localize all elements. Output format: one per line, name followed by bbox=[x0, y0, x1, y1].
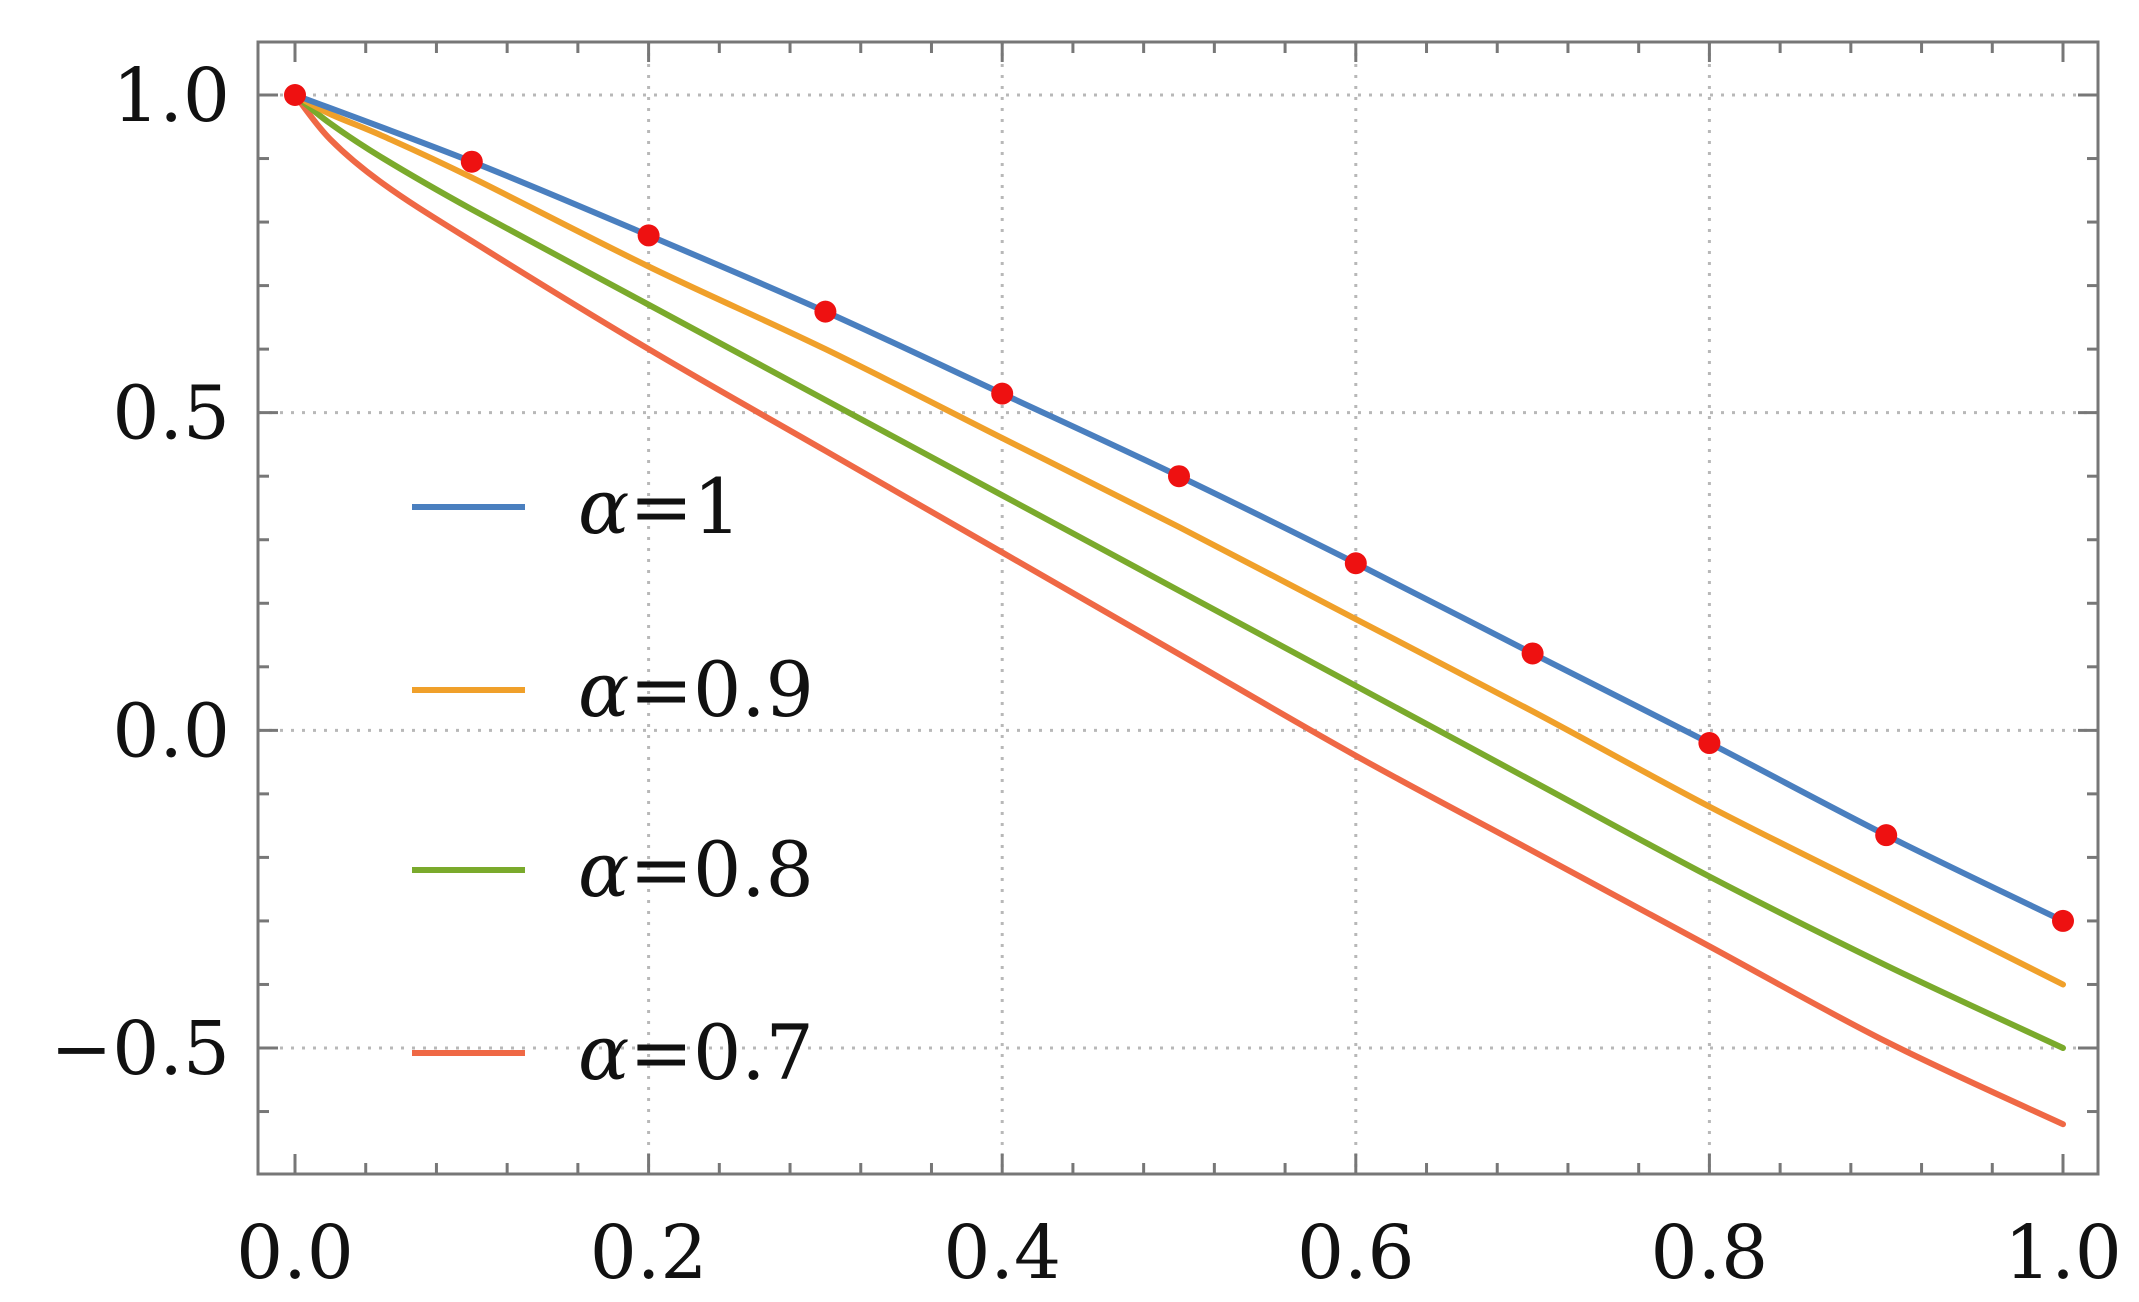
data-point bbox=[1168, 465, 1190, 488]
x-tick-label: 0.2 bbox=[590, 1210, 708, 1296]
y-tick-label: 0.5 bbox=[112, 371, 230, 457]
legend-alpha-value: =0.9 bbox=[629, 645, 814, 734]
legend-alpha-value: =1 bbox=[629, 462, 741, 551]
data-point bbox=[991, 382, 1014, 405]
data-point bbox=[1344, 552, 1367, 575]
data-point bbox=[1875, 824, 1898, 847]
x-tick-label: 1.0 bbox=[2004, 1210, 2122, 1296]
x-tick-label: 0.6 bbox=[1297, 1210, 1415, 1296]
data-point bbox=[284, 84, 306, 106]
legend-label: α=1 bbox=[578, 462, 741, 551]
series-line bbox=[292, 92, 2066, 988]
legend-alpha-symbol: α bbox=[578, 825, 629, 914]
data-point bbox=[814, 300, 837, 323]
legend-alpha-symbol: α bbox=[578, 645, 629, 734]
data-point bbox=[2052, 909, 2074, 932]
data-point bbox=[460, 150, 483, 173]
x-tick-label: 0.0 bbox=[236, 1210, 354, 1296]
data-point bbox=[637, 224, 660, 247]
series-line bbox=[292, 92, 2066, 1128]
legend-alpha-symbol: α bbox=[578, 1008, 629, 1097]
y-tick-label: −0.5 bbox=[50, 1006, 230, 1092]
axis-ticks bbox=[258, 42, 2098, 1174]
series-line bbox=[292, 92, 2066, 1051]
legend-label: α=0.7 bbox=[578, 1008, 814, 1097]
series-lines bbox=[292, 92, 2066, 1128]
data-markers bbox=[284, 84, 2074, 932]
legend-alpha-symbol: α bbox=[578, 462, 629, 551]
data-point bbox=[1698, 732, 1721, 755]
legend-alpha-value: =0.8 bbox=[629, 825, 814, 914]
data-point bbox=[1521, 642, 1544, 665]
y-tick-label: 1.0 bbox=[112, 53, 230, 139]
x-tick-label: 0.8 bbox=[1651, 1210, 1769, 1296]
series-line bbox=[292, 92, 2066, 924]
x-tick-label: 0.4 bbox=[943, 1210, 1061, 1296]
y-tick-label: 0.0 bbox=[112, 688, 230, 774]
plot-border bbox=[256, 40, 2100, 1176]
plot-frame bbox=[256, 40, 2100, 1176]
legend-alpha-value: =0.7 bbox=[629, 1008, 814, 1097]
x-tick-labels: 0.0 0.2 0.4 0.6 0.8 1.0 bbox=[236, 1210, 2122, 1296]
legend-label: α=0.8 bbox=[578, 825, 814, 914]
y-tick-labels: 1.0 0.5 0.0 −0.5 bbox=[50, 53, 230, 1092]
legend-label: α=0.9 bbox=[578, 645, 814, 734]
legend: α=1α=0.9α=0.8α=0.7 bbox=[412, 462, 814, 1097]
